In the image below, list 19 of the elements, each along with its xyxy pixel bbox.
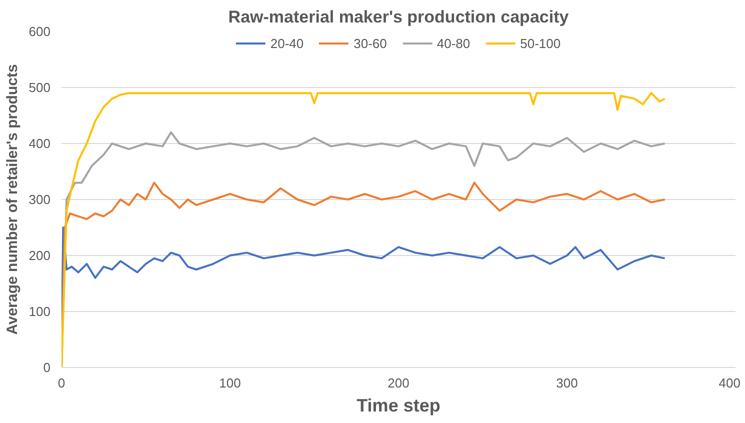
y-axis-title: Average number of retailer's products (4, 64, 21, 335)
y-tick-label: 300 (28, 192, 51, 207)
y-tick-label: 200 (28, 248, 51, 263)
y-tick-label: 0 (43, 360, 51, 375)
y-tick-label: 100 (28, 304, 51, 319)
x-tick-label: 100 (219, 376, 241, 390)
x-tick-label: 400 (718, 376, 741, 390)
x-tick-label: 0 (58, 376, 66, 390)
chart-title: Raw-material maker's production capacity (228, 8, 570, 26)
x-tick-label: 200 (388, 376, 410, 390)
x-tick-label: 300 (556, 376, 578, 390)
legend-label: 20-40 (270, 36, 304, 50)
y-tick-label: 400 (28, 136, 51, 151)
x-axis-title: Time step (356, 396, 440, 416)
legend-label: 40-80 (436, 36, 470, 50)
legend-label: 50-100 (520, 36, 561, 50)
y-tick-label: 600 (28, 24, 51, 39)
legend-label: 30-60 (354, 36, 387, 50)
y-tick-label: 500 (28, 80, 51, 95)
